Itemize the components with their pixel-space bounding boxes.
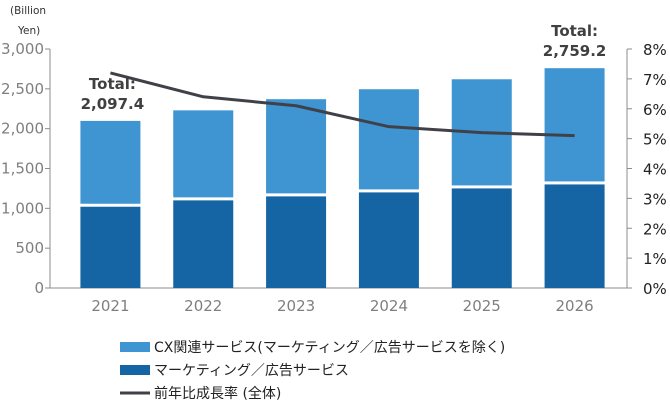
y-tick-label: 1,500 (1, 160, 44, 178)
legend-label: CX関連サービス(マーケティング／広告サービスを除く) (154, 340, 505, 356)
y2-tick-label: 4% (643, 161, 667, 179)
bar-segment (266, 196, 326, 288)
y2-tick-label: 3% (643, 190, 667, 208)
x-tick-label: 2021 (91, 297, 129, 315)
y2-tick-label: 6% (643, 101, 667, 119)
bar-segment (359, 89, 419, 189)
y2-tick-label: 1% (643, 250, 667, 268)
y2-tick-label: 2% (643, 220, 667, 238)
y-axis-title: Yen) (17, 25, 40, 37)
bar-segment (545, 68, 605, 181)
y-tick-label: 0 (34, 279, 44, 297)
total-annotation: Total: (551, 22, 598, 40)
legend-swatch (120, 342, 150, 352)
legend-label: マーケティング／広告サービス (154, 363, 349, 379)
legend-label: 前年比成長率 (全体) (154, 385, 281, 402)
y-tick-label: 500 (15, 239, 44, 257)
y-tick-label: 2,500 (1, 80, 44, 98)
bar-segment (173, 200, 233, 288)
y2-tick-label: 8% (643, 41, 667, 59)
bar-segment (80, 121, 140, 204)
bar-segment (80, 207, 140, 288)
total-annotation: 2,759.2 (543, 42, 607, 60)
legend-swatch (120, 365, 150, 375)
x-tick-label: 2026 (555, 297, 593, 315)
y-tick-label: 1,000 (1, 199, 44, 217)
bar-segment (359, 192, 419, 288)
bar-segment (173, 110, 233, 197)
x-tick-label: 2024 (370, 297, 408, 315)
y-tick-label: 2,000 (1, 120, 44, 138)
total-annotation: Total: (89, 75, 136, 93)
y2-tick-label: 7% (643, 71, 667, 89)
bar-segment (545, 184, 605, 288)
y2-tick-label: 5% (643, 131, 667, 149)
x-tick-label: 2022 (184, 297, 222, 315)
bar-segment (266, 99, 326, 193)
y-axis-title: (Billion (10, 5, 46, 17)
y2-tick-label: 0% (643, 280, 667, 298)
total-annotation: 2,097.4 (81, 95, 145, 113)
bar-segment (452, 188, 512, 288)
x-tick-label: 2025 (463, 297, 501, 315)
x-tick-label: 2023 (277, 297, 315, 315)
y-tick-label: 3,000 (1, 40, 44, 58)
